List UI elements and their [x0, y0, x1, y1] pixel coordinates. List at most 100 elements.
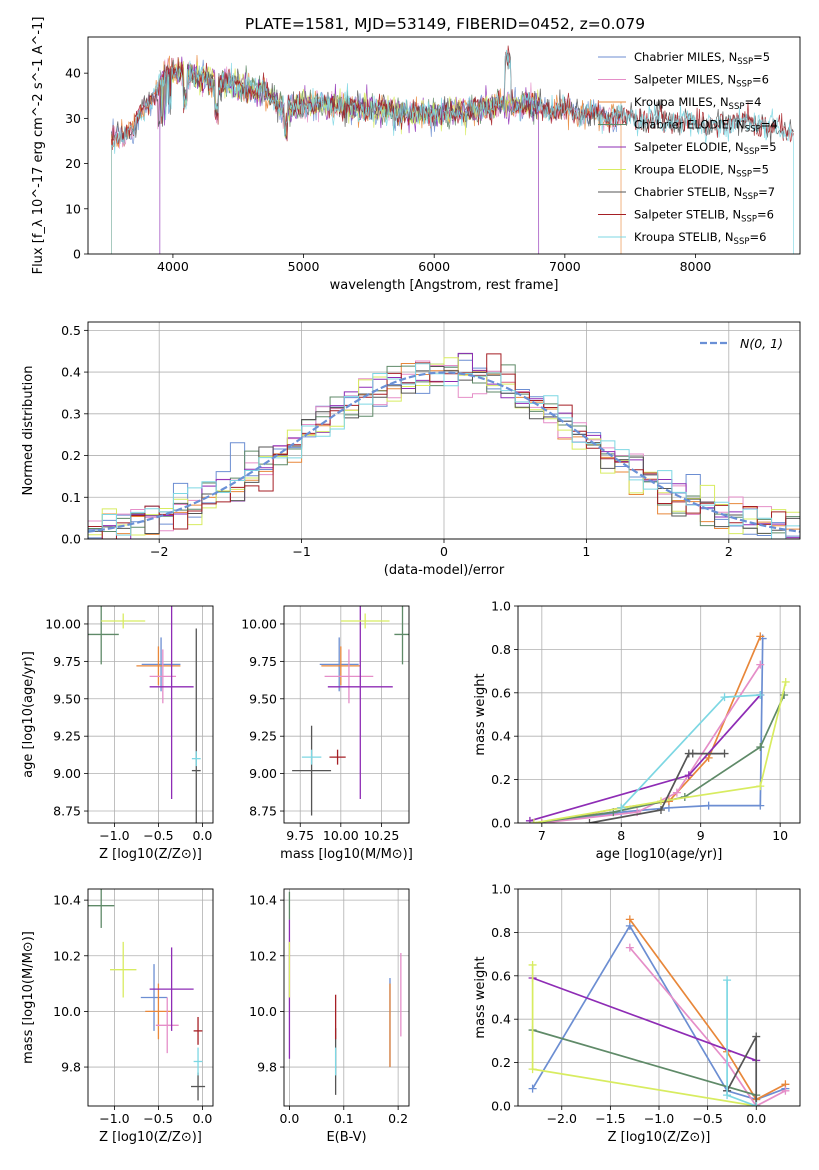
y-tick-label: 9.25 — [249, 729, 277, 744]
axes-frame — [517, 888, 801, 1107]
y-tick-label: 0.0 — [491, 816, 511, 831]
weight-marker — [625, 915, 634, 924]
x-tick-label: −1.5 — [595, 1111, 625, 1126]
y-axis-label: age [log10(age/yr)] — [21, 651, 36, 778]
spectrum-line — [111, 45, 794, 151]
errorbar-point — [324, 649, 374, 704]
legend-text: Salpeter STELIB, N — [634, 208, 741, 222]
weight-marker — [720, 693, 729, 702]
weight-marker — [781, 1086, 790, 1095]
errorbar-point — [141, 637, 181, 692]
errorbar-point — [340, 613, 390, 629]
weight-marker — [756, 632, 765, 641]
x-tick-label: 2 — [725, 544, 733, 559]
weight-line — [620, 694, 761, 809]
errorbar-point — [110, 941, 137, 998]
errorbar-point — [394, 606, 409, 665]
x-tick-label: 0.0 — [192, 828, 212, 843]
legend-text: =5 — [752, 163, 769, 177]
legend-entry: Kroupa STELIB, NSSP=6 — [634, 230, 766, 247]
y-tick-label: 9.75 — [249, 654, 277, 669]
y-tick-label: 0.1 — [61, 490, 81, 505]
errorbar-point — [101, 613, 146, 629]
x-tick-label: 0.0 — [192, 1111, 212, 1126]
x-tick-label: 7000 — [549, 259, 581, 274]
y-tick-label: 9.00 — [249, 766, 277, 781]
y-tick-label: 0.2 — [491, 1055, 511, 1070]
errorbar-point — [155, 997, 179, 1054]
y-tick-label: 10.0 — [249, 1004, 277, 1019]
x-tick-label: 7 — [538, 828, 546, 843]
x-tick-label: 10.25 — [364, 828, 400, 843]
errorbar-point — [190, 1072, 206, 1101]
weight-marker — [529, 819, 538, 823]
panel-age_vs_Z: −1.0 −0.5 0.0 8.75 9.00 9.25 9.50 9.75 10.00 Z [l… — [21, 605, 214, 862]
plot-area — [528, 915, 790, 1106]
legend-text: =5 — [760, 140, 777, 154]
weight-marker — [752, 1102, 761, 1106]
weight-marker — [780, 690, 789, 699]
legend-subscript: SSP — [742, 192, 758, 202]
y-tick-label: 0.8 — [491, 925, 511, 940]
x-tick-label: 8000 — [680, 259, 712, 274]
weight-marker — [528, 1084, 537, 1093]
panel-residuals: −2 −1 0 1 2 0.0 0.1 0.2 0.3 0.4 0.5 (data-model)/er… — [21, 321, 801, 578]
axes-frame — [87, 888, 214, 1107]
errorbar-point — [319, 637, 359, 692]
axes-frame — [517, 605, 801, 824]
x-tick-label: 9 — [697, 828, 705, 843]
plot-area — [292, 606, 409, 816]
y-tick-label: 10 — [65, 201, 81, 216]
legend-text: =4 — [761, 118, 778, 132]
legend-entry: N(0, 1) — [740, 336, 783, 351]
weight-line — [532, 977, 757, 1062]
panel-weight_vs_age: 7 8 9 10 0.0 0.2 0.4 0.6 0.8 1.0 age [log10(age/yr… — [473, 599, 801, 862]
errorbar-point — [301, 749, 322, 765]
plot-area — [88, 606, 201, 823]
y-tick-label: 9.25 — [53, 729, 81, 744]
plot-area — [111, 45, 794, 254]
weight-line — [529, 694, 761, 822]
weight-marker — [756, 690, 765, 699]
axes-frame — [283, 605, 410, 824]
weight-line — [541, 638, 764, 823]
y-tick-label: 40 — [65, 66, 81, 81]
x-tick-label: 0.2 — [388, 1111, 408, 1126]
x-axis-label: (data-model)/error — [384, 563, 505, 578]
weight-marker — [656, 797, 665, 806]
y-tick-label: 10.00 — [45, 616, 81, 631]
y-tick-label: 10.4 — [53, 893, 81, 908]
weight-marker — [704, 801, 713, 810]
x-tick-label: 0.0 — [279, 1111, 299, 1126]
y-tick-label: 0.8 — [491, 642, 511, 657]
legend: N(0, 1) — [700, 336, 783, 351]
y-tick-label: 9.8 — [257, 1060, 277, 1075]
spectrum-line — [111, 49, 794, 254]
x-tick-label: −1.0 — [644, 1111, 674, 1126]
y-tick-label: 0.0 — [61, 532, 81, 547]
weight-line — [533, 681, 787, 823]
histogram-series — [88, 363, 800, 539]
weight-marker — [625, 943, 634, 952]
axes-frame — [87, 36, 801, 255]
y-tick-label: 0.6 — [491, 968, 511, 983]
x-tick-label: 0.0 — [746, 1111, 766, 1126]
weight-marker — [537, 819, 546, 823]
weight-marker — [756, 801, 765, 810]
x-tick-label: −1 — [292, 544, 310, 559]
weight-marker — [617, 803, 626, 812]
legend-subscript: SSP — [734, 237, 750, 247]
x-axis-label: wavelength [Angstrom, rest frame] — [330, 278, 559, 293]
legend-entry: Chabrier STELIB, NSSP=7 — [634, 185, 775, 202]
y-tick-label: 0 — [73, 247, 81, 262]
x-tick-label: −2.0 — [547, 1111, 577, 1126]
y-tick-label: 10.2 — [249, 948, 277, 963]
legend-text: Salpeter ELODIE, N — [634, 140, 744, 154]
legend-subscript: SSP — [729, 102, 745, 112]
legend-entry: Kroupa ELODIE, NSSP=5 — [634, 163, 769, 180]
legend-subscript: SSP — [736, 170, 752, 180]
legend-text: =7 — [758, 185, 775, 199]
legend-text: =6 — [752, 73, 769, 87]
